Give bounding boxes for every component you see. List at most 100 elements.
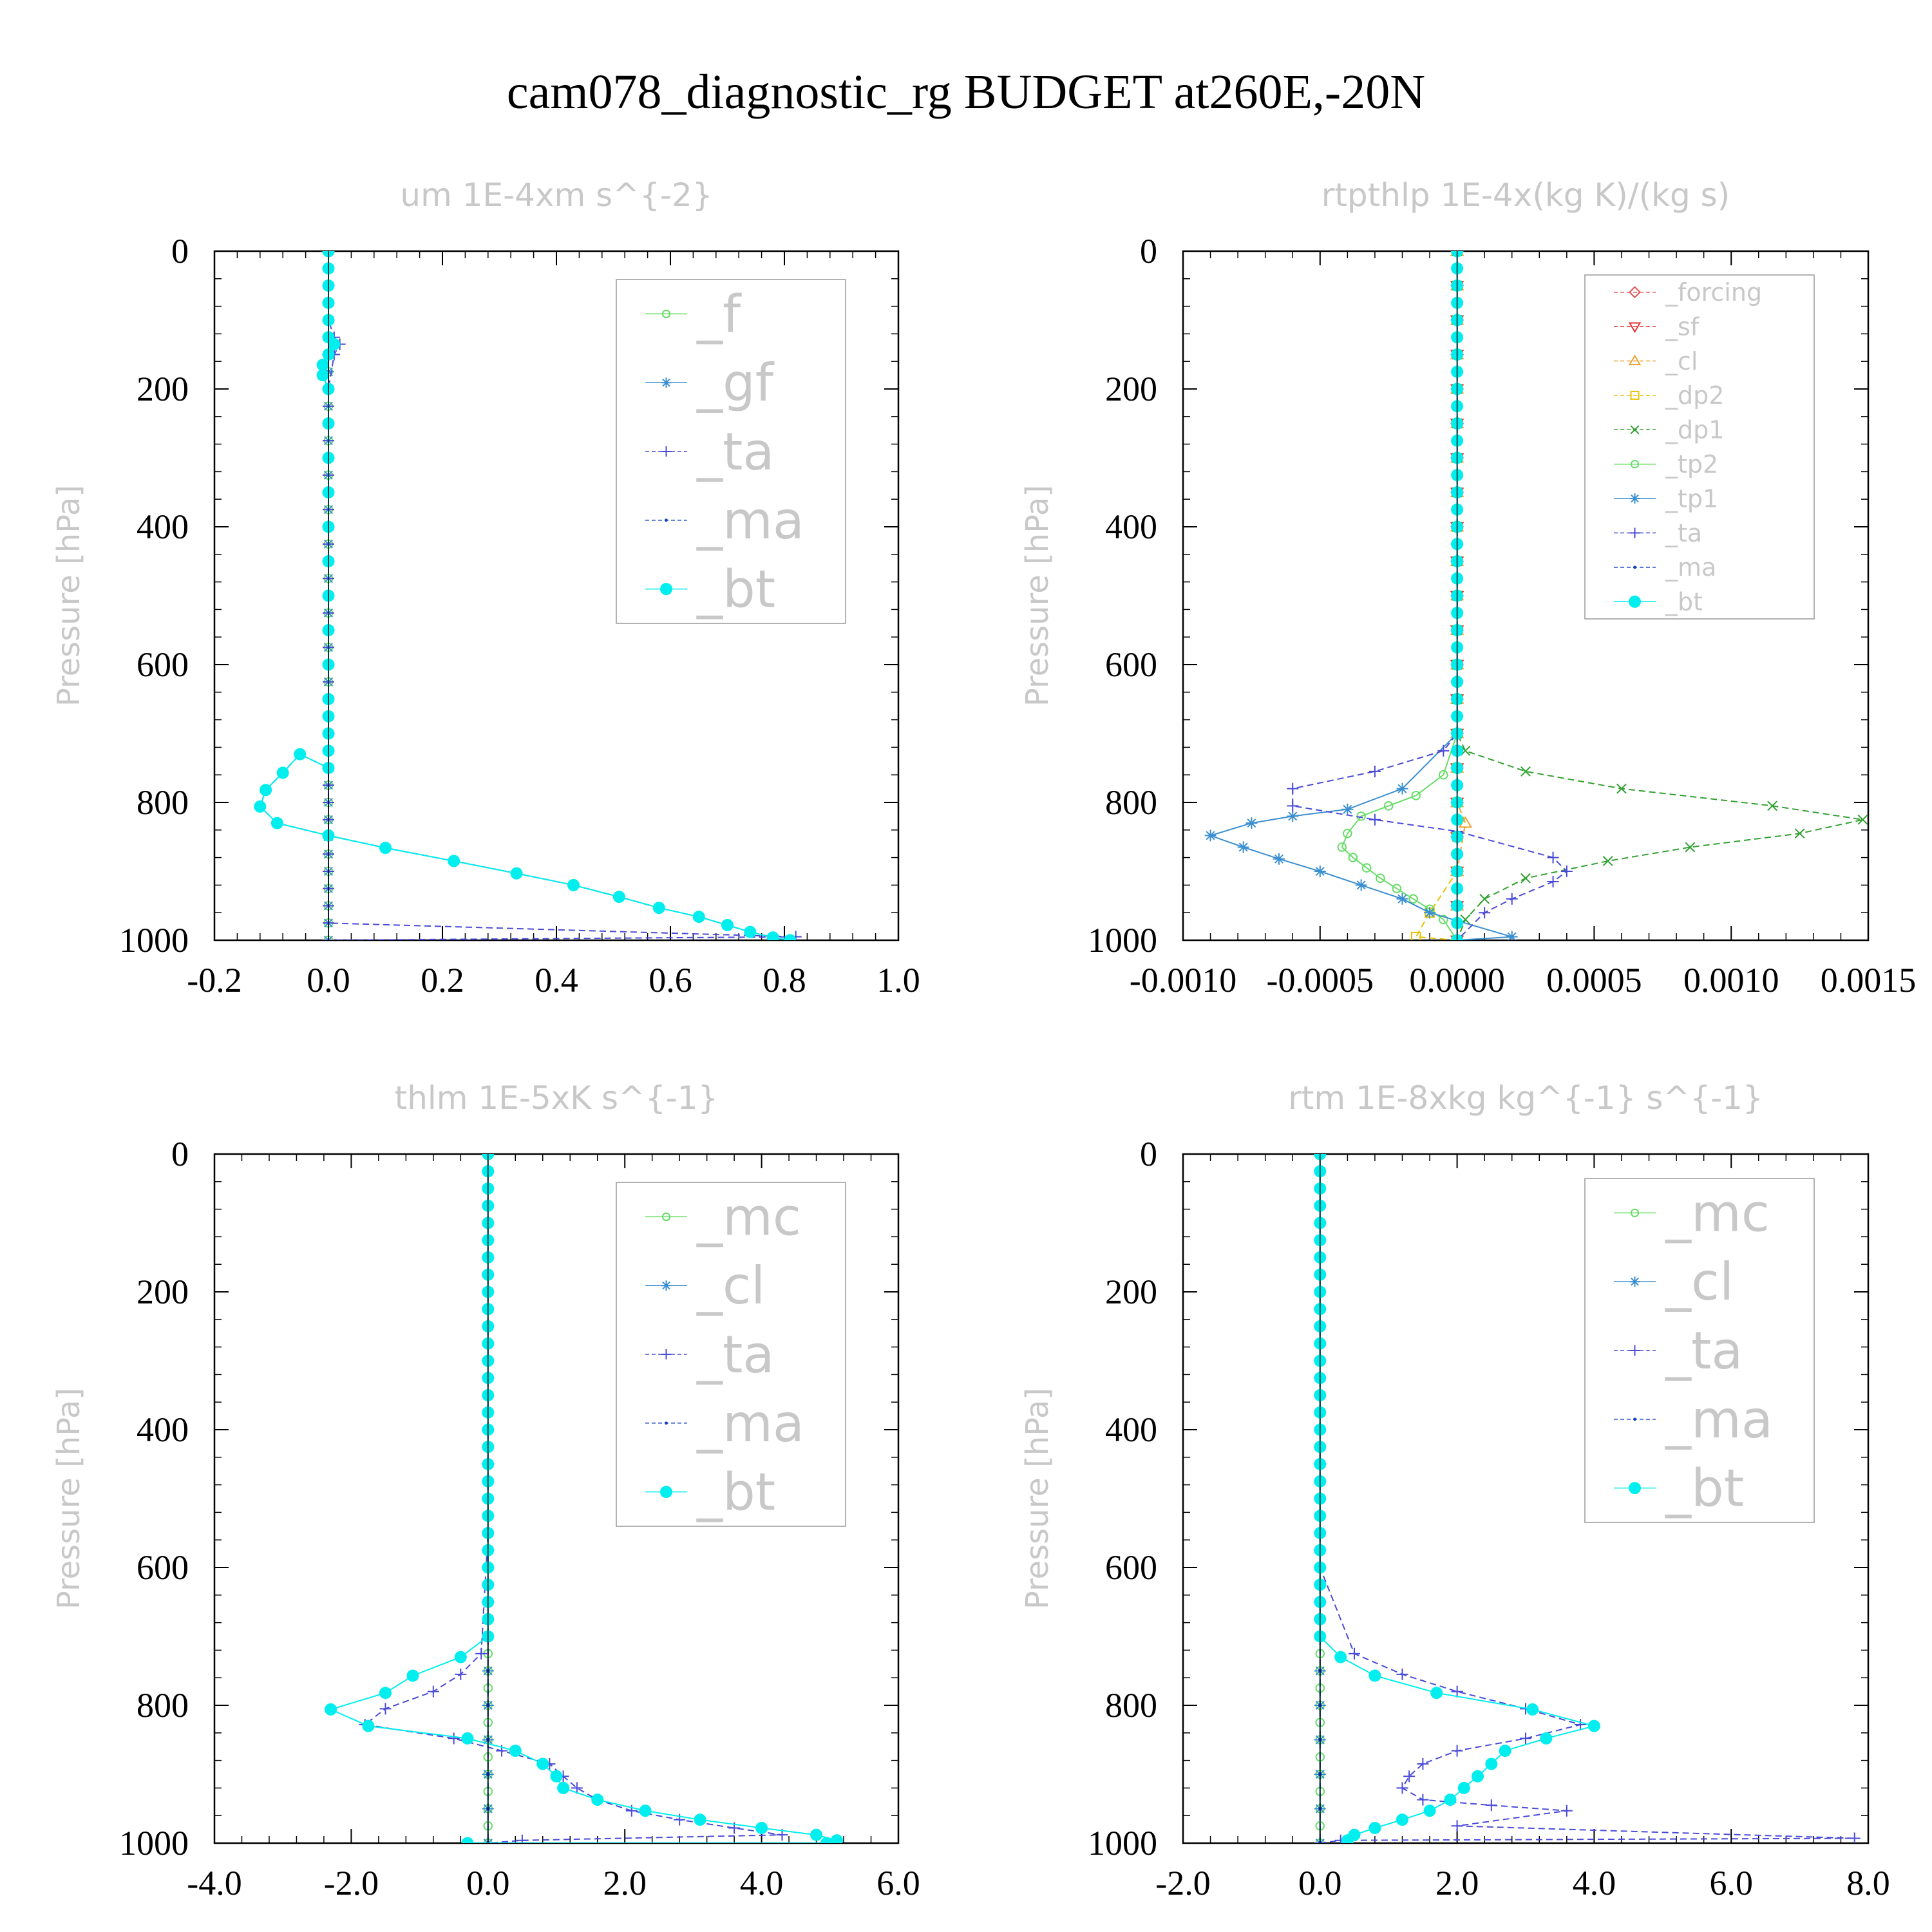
data-point: [1451, 1745, 1463, 1757]
x-tick-label: 6.0: [1709, 1864, 1753, 1902]
data-point: [1520, 766, 1531, 777]
legend-marker: [1630, 460, 1640, 469]
data-point: [1794, 828, 1805, 839]
data-point: [1334, 1651, 1347, 1663]
data-point: [639, 1804, 652, 1817]
data-point: [1560, 1804, 1573, 1817]
legend-item: _cl: [1614, 1252, 1734, 1312]
data-point: [1411, 931, 1421, 940]
data-point: [1396, 782, 1408, 795]
data-point: [1383, 801, 1394, 811]
data-point: [1368, 813, 1381, 826]
data-point: [1314, 866, 1326, 877]
legend-item: _cl: [1614, 347, 1698, 375]
legend-item: _ta: [1614, 1321, 1743, 1381]
data-point: [1587, 1719, 1600, 1732]
legend: _mc _cl _ta _ma _bt: [616, 1182, 846, 1527]
y-tick-label: 800: [1105, 1686, 1157, 1725]
y-tick-label: 800: [1105, 783, 1157, 822]
data-point: [1479, 893, 1490, 904]
data-point: [1430, 1687, 1443, 1700]
data-point: [1485, 1757, 1498, 1770]
data-point: [448, 1732, 460, 1745]
legend-label: _mc: [696, 1187, 801, 1247]
data-point: [1287, 800, 1299, 812]
legend-label: _sf: [1665, 312, 1700, 341]
legend: _mc _cl _ta _ma _bt: [1584, 1178, 1815, 1523]
panel-title: rtpthlp 1E-4x(kg K)/(kg s): [1321, 176, 1730, 214]
legend-box: [1584, 274, 1815, 620]
x-tick-label: 1.0: [876, 961, 920, 999]
data-point: [1472, 1770, 1484, 1783]
legend-label: _ta: [1665, 519, 1702, 547]
data-point: [454, 1651, 467, 1663]
y-tick-label: 200: [1105, 1273, 1157, 1311]
legend-marker: [1629, 595, 1641, 608]
legend-label: _ma: [696, 1394, 804, 1454]
data-point: [1396, 1814, 1408, 1826]
legend-marker: [661, 377, 672, 388]
panel-title: thlm 1E-5xK s^{-1}: [395, 1079, 719, 1117]
panel-um: um 1E-4xm s^{-2} Pressure [hPa] -0.2 0.0 0.2…: [51, 176, 920, 999]
data-point: [1616, 783, 1627, 794]
x-tick-label: -0.2: [187, 961, 242, 999]
data-point: [612, 891, 625, 904]
data-point: [1348, 853, 1358, 862]
legend-marker: [1633, 1417, 1636, 1421]
legend-label: _ta: [696, 422, 774, 482]
data-point: [1767, 800, 1777, 811]
data-point: [1439, 770, 1448, 780]
legend-label: _ta: [1665, 1321, 1743, 1381]
legend-marker: [1629, 1276, 1640, 1287]
data-point: [1237, 841, 1249, 853]
data-point: [448, 855, 460, 867]
plot-area: [1204, 251, 1868, 940]
data-point: [254, 800, 267, 813]
data-point: [744, 925, 757, 938]
legend-marker: [660, 583, 672, 596]
y-tick-label: 400: [1105, 507, 1157, 546]
legend-item: _ta: [1614, 519, 1702, 547]
data-point: [516, 1834, 528, 1843]
plot-frame: [1182, 250, 1870, 942]
y-tick-label: 600: [1105, 645, 1157, 684]
data-point: [784, 934, 797, 940]
x-tick-label: -0.0010: [1130, 961, 1236, 999]
y-tick-label: 600: [137, 645, 189, 684]
legend-marker: [1629, 527, 1640, 538]
data-point: [1560, 866, 1573, 877]
data-point: [461, 1837, 474, 1843]
data-point: [1602, 856, 1613, 866]
legend-label: _cl: [1665, 1252, 1734, 1312]
legend-label: _gf: [696, 353, 775, 413]
data-point: [557, 1781, 570, 1794]
legend-item: _ma: [1614, 1390, 1773, 1450]
data-point: [1287, 782, 1299, 795]
legend-item: _mc: [1614, 1183, 1770, 1243]
legend-marker: [1630, 425, 1640, 435]
data-point: [1424, 907, 1436, 919]
plot-frame: [1182, 1153, 1870, 1844]
y-tick-label: 1000: [119, 1824, 189, 1862]
data-point: [1396, 1782, 1408, 1794]
y-tick-label: 600: [1105, 1548, 1157, 1587]
legend-label: _forcing: [1665, 278, 1762, 307]
data-point: [755, 1821, 768, 1834]
data-point: [1411, 791, 1421, 800]
x-tick-label: 0.0: [1298, 1864, 1342, 1902]
data-point: [509, 1745, 522, 1757]
x-tick-label: -2.0: [324, 1864, 379, 1902]
data-point: [1520, 1732, 1531, 1745]
panel-rtm: rtm 1E-8xkg kg^{-1} s^{-1} Pressure [hPa]…: [1019, 1079, 1890, 1902]
data-point: [1408, 894, 1418, 904]
x-tick-label: 0.0015: [1821, 961, 1917, 999]
data-point: [591, 1794, 604, 1806]
x-tick-label: -2.0: [1155, 1864, 1210, 1902]
legend-marker: [661, 1349, 672, 1359]
plot-area: [1314, 1154, 1861, 1843]
legend-item: _ta: [645, 422, 774, 482]
legend-marker: [1629, 493, 1640, 504]
data-point: [325, 1703, 337, 1716]
data-point: [1403, 1770, 1416, 1783]
legend-label: _dp2: [1665, 381, 1724, 410]
